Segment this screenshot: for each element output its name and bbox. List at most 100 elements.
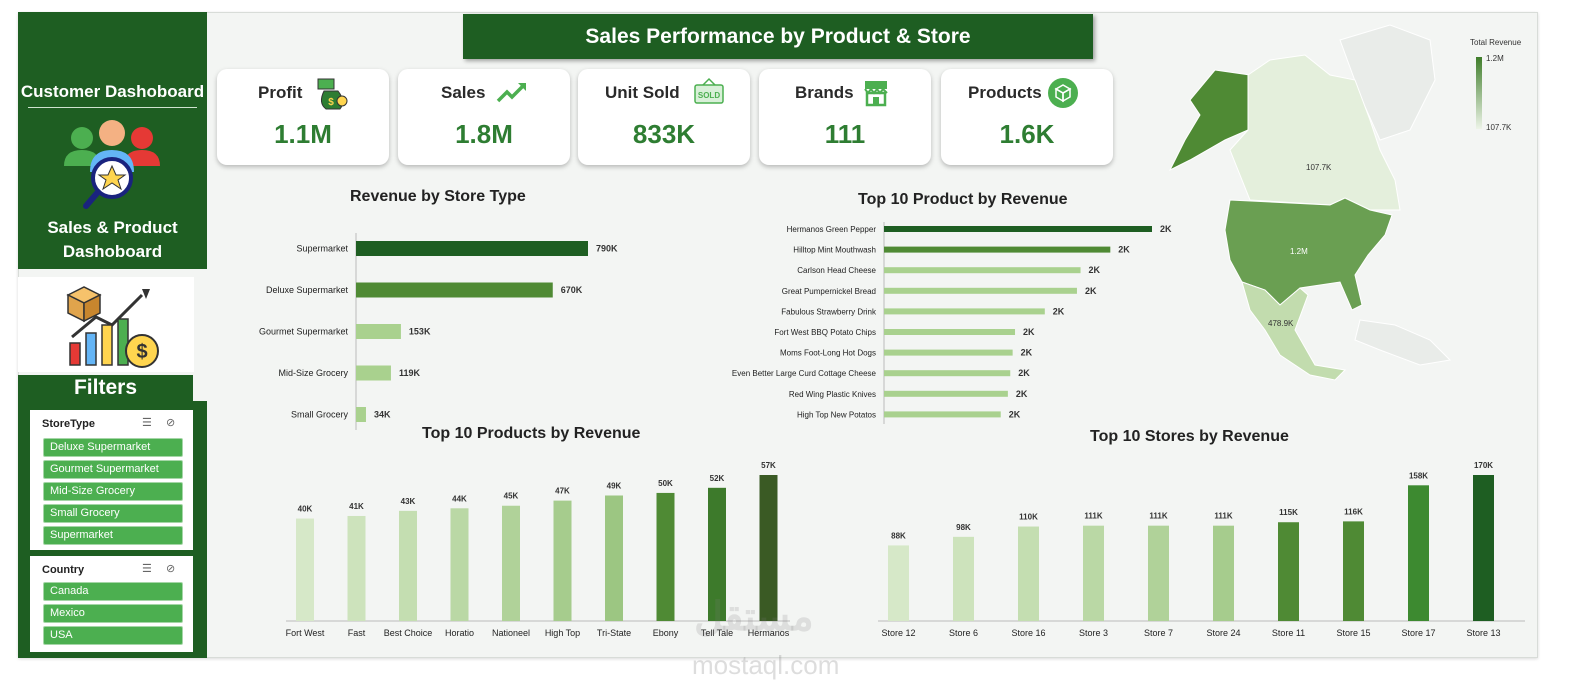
map-legend-gradient	[1476, 57, 1482, 129]
multi-select-icon[interactable]: ☰	[142, 417, 152, 429]
category-label: Red Wing Plastic Knives	[789, 390, 876, 399]
svg-text:$: $	[328, 97, 334, 108]
bar	[553, 500, 572, 621]
bar	[953, 536, 974, 621]
bar	[1018, 526, 1039, 621]
bar	[884, 329, 1016, 335]
watermark-arabic: مستقل	[694, 595, 814, 639]
data-label: 2K	[1018, 368, 1030, 378]
bar	[888, 545, 909, 621]
chart-title-top10-products-by-revenue: Top 10 Products by Revenue	[422, 425, 641, 442]
category-label: Tri-State	[597, 628, 631, 638]
page-title: Sales Performance by Product & Store	[463, 14, 1093, 59]
bar	[884, 390, 1008, 397]
slicer-item-deluxe-supermarket[interactable]: Deluxe Supermarket	[43, 438, 183, 457]
data-label: 45K	[504, 492, 519, 501]
kpi-value: 1.1M	[274, 119, 332, 149]
data-label: 52K	[710, 474, 725, 483]
sold-tag-icon: SOLD	[694, 77, 724, 104]
category-label: Mid-Size Grocery	[278, 368, 348, 378]
map-legend-title: Total Revenue	[1470, 38, 1522, 47]
bar	[884, 246, 1111, 253]
sidebar-header-panel: Customer Dashoboard Sales & Product Dash…	[18, 12, 207, 269]
map-label-mexico: 478.9K	[1268, 319, 1294, 328]
category-label: Gourmet Supermarket	[259, 327, 349, 337]
bar	[884, 411, 1001, 418]
data-label: 2K	[1016, 389, 1028, 399]
slicer-item-canada[interactable]: Canada	[43, 582, 183, 601]
bar	[356, 407, 366, 422]
kpi-value: 1.6K	[999, 119, 1055, 149]
sidebar-subtitle-line1: Sales & Product	[47, 218, 178, 237]
data-label: 43K	[401, 497, 416, 506]
slicer-item-usa[interactable]: USA	[43, 626, 183, 645]
slicer-item-mexico[interactable]: Mexico	[43, 604, 183, 623]
data-label: 2K	[1009, 409, 1021, 419]
data-label: 57K	[761, 461, 776, 470]
kpi-card-products: Products 1.6K	[941, 69, 1113, 165]
top10-products-by-revenue-chart: 40K Fort West 41K Fast 43K Best Choice 44K Hora…	[286, 461, 790, 638]
data-label: 40K	[298, 505, 313, 514]
data-label: 2K	[1085, 286, 1097, 296]
data-label: 670K	[561, 285, 583, 295]
category-label: Great Pumpernickel Bread	[782, 287, 876, 296]
storetype-slicer-label: StoreType	[42, 418, 95, 430]
sidebar-subtitle-line2: Dashoboard	[62, 242, 163, 261]
bar	[884, 370, 1011, 377]
chart-title-top10-product-by-revenue: Top 10 Product by Revenue	[858, 191, 1068, 208]
kpi-card-sales: Sales 1.8M	[398, 69, 570, 165]
category-label: Store 24	[1206, 628, 1240, 638]
kpi-card-profit: Profit $ 1.1M	[217, 69, 389, 165]
trend-up-icon	[496, 83, 526, 103]
data-label: 2K	[1089, 265, 1101, 275]
sidebar-title: Customer Dashoboard	[20, 82, 205, 101]
data-label: 119K	[399, 368, 421, 378]
slicer-item-supermarket[interactable]: Supermarket	[43, 526, 183, 545]
category-label: Store 15	[1336, 628, 1370, 638]
multi-select-icon[interactable]: ☰	[142, 563, 152, 575]
data-label: 50K	[658, 479, 673, 488]
category-label: Deluxe Supermarket	[266, 285, 349, 295]
category-label: Store 3	[1079, 628, 1108, 638]
bar	[708, 487, 726, 621]
category-label: Fast	[348, 628, 366, 638]
top10-product-by-revenue-chart: Hermanos Green Pepper 2K Hilltop Mint Mout…	[732, 222, 1172, 424]
country-slicer-label: Country	[42, 564, 85, 576]
slicer-item-mid-size-grocery[interactable]: Mid-Size Grocery	[43, 482, 183, 501]
category-label: Even Better Large Curd Cottage Cheese	[732, 369, 877, 378]
north-america-revenue-map: 107.7K 1.2M 478.9K	[1168, 24, 1452, 381]
chart-title-revenue-by-store-type: Revenue by Store Type	[350, 188, 526, 205]
map-legend-min: 107.7K	[1486, 123, 1512, 132]
data-label: 41K	[349, 502, 364, 511]
category-label: Store 13	[1466, 628, 1500, 638]
category-label: Store 17	[1401, 628, 1435, 638]
clear-filter-icon[interactable]: ⊘	[166, 563, 176, 575]
money-bag-icon: $	[317, 78, 348, 110]
bar	[1408, 485, 1429, 621]
watermark-latin: mostaql.com	[692, 650, 840, 680]
box-icon	[1048, 78, 1078, 108]
kpi-label: Sales	[441, 83, 486, 102]
canada-region	[1229, 54, 1401, 211]
bar	[1083, 525, 1104, 621]
category-label: Best Choice	[384, 628, 433, 638]
clear-filter-icon[interactable]: ⊘	[166, 417, 176, 429]
bar	[347, 515, 366, 621]
data-label: 2K	[1053, 306, 1065, 316]
slicer-item-small-grocery[interactable]: Small Grocery	[43, 504, 183, 523]
bar	[884, 349, 1013, 356]
category-label: Store 12	[881, 628, 915, 638]
bar	[502, 505, 520, 621]
kpi-card-brands: Brands 111	[759, 69, 931, 165]
bar	[356, 282, 553, 298]
category-label: Fabulous Strawberry Drink	[781, 307, 877, 316]
bar	[884, 267, 1081, 274]
data-label: 170K	[1474, 461, 1493, 470]
slicer-item-gourmet-supermarket[interactable]: Gourmet Supermarket	[43, 460, 183, 479]
data-label: 2K	[1021, 348, 1033, 358]
bar	[1148, 525, 1169, 621]
data-label: 115K	[1279, 508, 1298, 517]
map-label-usa: 1.2M	[1290, 247, 1308, 256]
bar	[884, 287, 1077, 294]
category-label: Fort West	[286, 628, 325, 638]
